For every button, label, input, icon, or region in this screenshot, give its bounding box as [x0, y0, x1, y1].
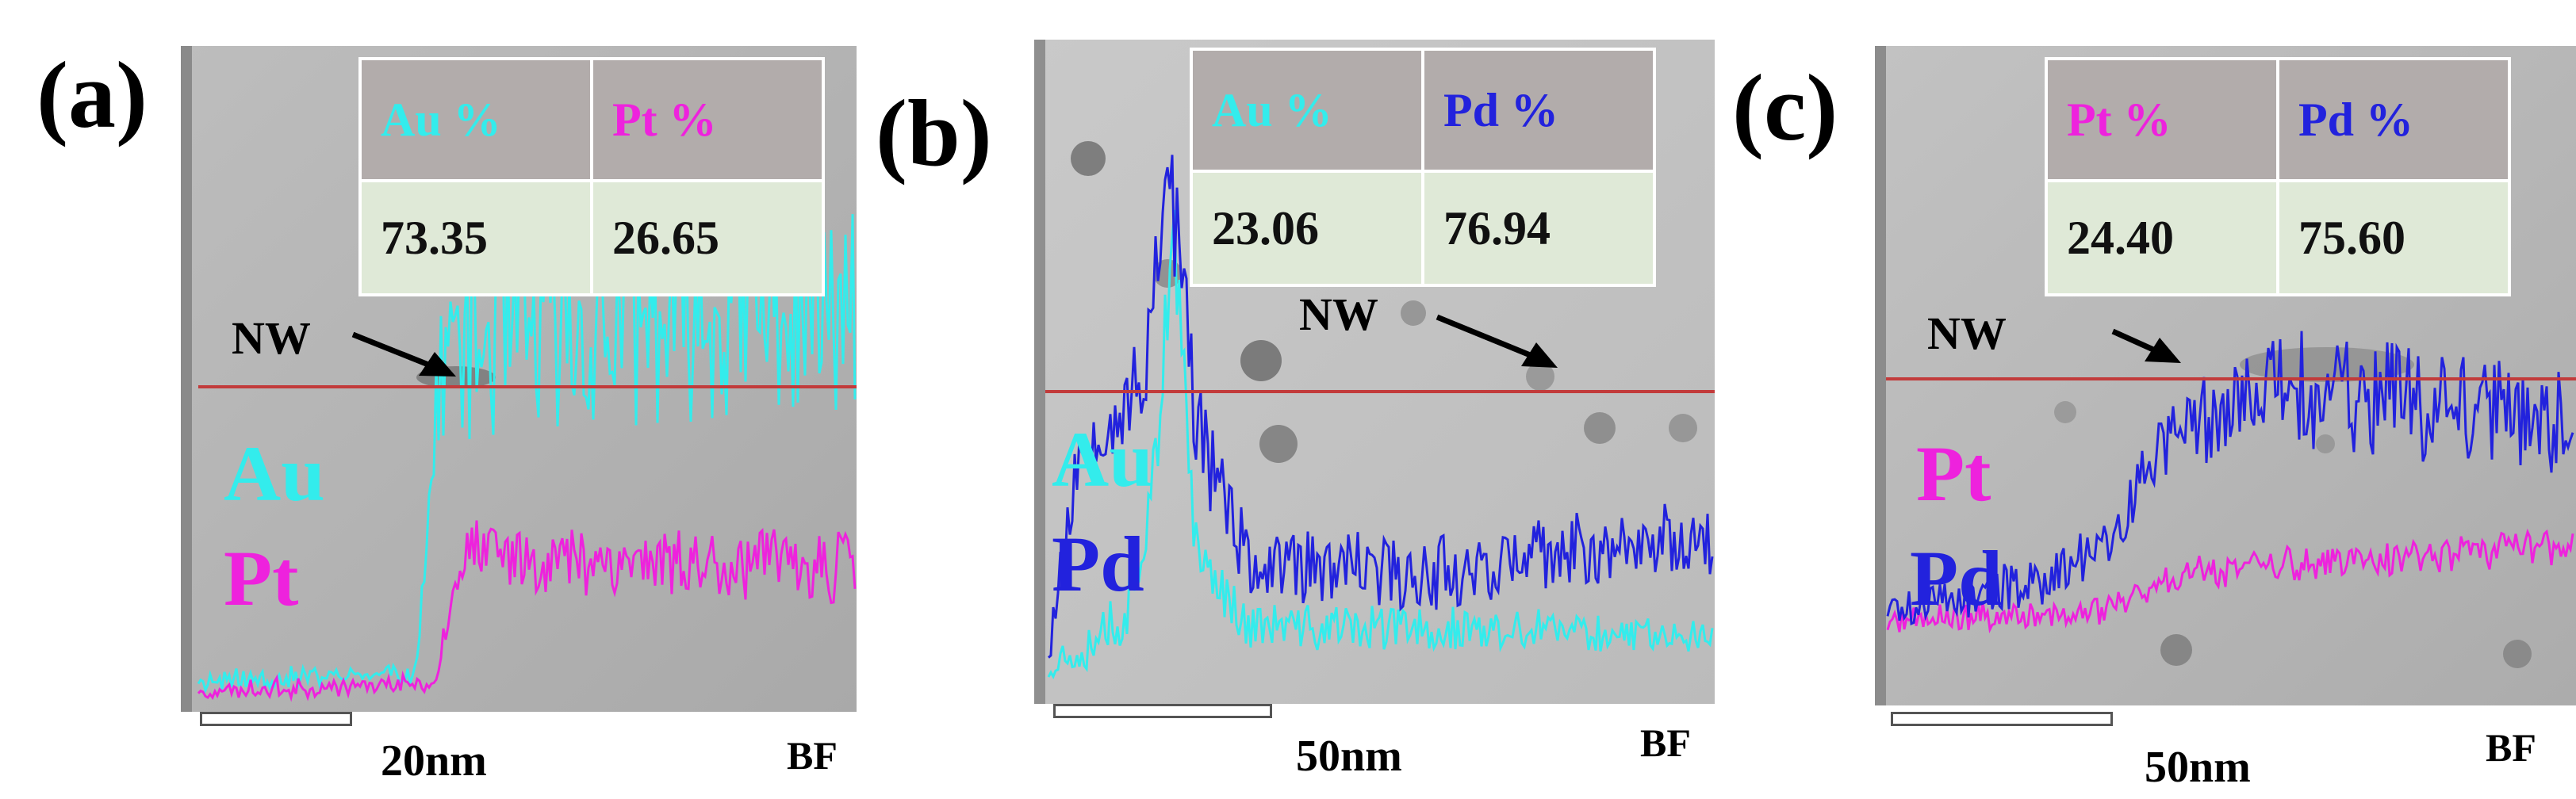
table-header-row: Au % Pd % — [1190, 48, 1656, 173]
nw-arrow-shaft — [1436, 314, 1543, 363]
particle — [1071, 141, 1106, 176]
scale-label: 20nm — [381, 736, 487, 786]
element-label-pt: Pt — [224, 534, 299, 622]
composition-table: Au % Pd % 23.06 76.94 — [1190, 48, 1656, 287]
table-value-cell: 23.06 — [1190, 170, 1424, 287]
bf-label: BF — [1640, 721, 1691, 765]
table-value-row: 24.40 75.60 — [2045, 179, 2511, 296]
nw-label: NW — [1299, 289, 1378, 340]
bf-label: BF — [787, 733, 838, 778]
nw-label: NW — [232, 312, 311, 364]
table-value-cell: 73.35 — [358, 179, 593, 296]
table-header-cell: Pt % — [2045, 57, 2279, 182]
table-value-cell: 76.94 — [1421, 170, 1656, 287]
table-value-cell: 24.40 — [2045, 179, 2279, 296]
nw-arrow-head — [2145, 338, 2181, 363]
scale-label: 50nm — [1296, 732, 1402, 781]
nw-arrow-head — [1521, 342, 1558, 368]
panel-label: (a) — [36, 42, 148, 147]
table-value-row: 23.06 76.94 — [1190, 170, 1656, 287]
table-value-cell: 75.60 — [2276, 179, 2511, 296]
pd-linescan-trace — [1047, 155, 1714, 659]
image-edge — [1875, 46, 1886, 705]
table-header-cell: Pt % — [590, 57, 825, 182]
nw-arrow-head — [419, 352, 456, 377]
panel-c: (c) Pt % Pd % 24.40 75.60 NW Pt Pd 50nm … — [1716, 0, 2576, 799]
element-label-pt: Pt — [1916, 430, 1991, 518]
table-header-cell: Au % — [358, 57, 593, 182]
table-header-cell: Pd % — [2276, 57, 2511, 182]
particle — [1584, 412, 1616, 444]
particle — [1401, 300, 1426, 326]
composition-table: Au % Pt % 73.35 26.65 — [358, 57, 825, 296]
au-linescan-trace — [1047, 209, 1714, 680]
table-header-cell: Au % — [1190, 48, 1424, 173]
element-label-au: Au — [1052, 415, 1153, 503]
panel-label: (c) — [1732, 55, 1838, 160]
nw-arrow-shaft — [351, 331, 442, 373]
image-edge — [1034, 40, 1045, 704]
particle — [1669, 414, 1697, 442]
particle — [2316, 434, 2335, 453]
table-value-cell: 26.65 — [590, 179, 825, 296]
particle — [2054, 401, 2076, 423]
au-linescan-trace — [197, 214, 857, 694]
table-value-row: 73.35 26.65 — [358, 179, 825, 296]
particle — [1259, 425, 1298, 463]
composition-table: Pt % Pd % 24.40 75.60 — [2045, 57, 2511, 296]
pd-linescan-trace — [1886, 331, 2574, 626]
table-header-row: Pt % Pd % — [2045, 57, 2511, 182]
panel-a: (a) Au % Pt % 73.35 26.65 NW Au Pt 20nm … — [0, 0, 857, 799]
particle — [2503, 640, 2532, 668]
scale-bar — [200, 712, 352, 726]
panel-b: (b) Au % Pd % 23.06 76.94 NW Au Pd 50nm … — [858, 0, 1715, 799]
nanowire-shadow — [2240, 347, 2414, 382]
scale-label: 50nm — [2145, 743, 2251, 792]
panel-label: (b) — [876, 80, 992, 185]
pt-linescan-trace — [197, 520, 857, 702]
image-edge — [181, 46, 192, 712]
table-header-cell: Pd % — [1421, 48, 1656, 173]
nw-label: NW — [1927, 308, 2007, 359]
bf-label: BF — [2486, 725, 2536, 770]
element-label-pd: Pd — [1910, 534, 2003, 622]
pt-linescan-trace — [1886, 528, 2574, 634]
particle — [1526, 362, 1554, 391]
element-label-pd: Pd — [1052, 520, 1144, 608]
scale-bar — [1891, 712, 2113, 726]
scale-bar — [1053, 704, 1272, 718]
table-header-row: Au % Pt % — [358, 57, 825, 182]
particle — [1240, 340, 1282, 381]
element-label-au: Au — [224, 430, 325, 518]
particle — [2160, 634, 2192, 666]
